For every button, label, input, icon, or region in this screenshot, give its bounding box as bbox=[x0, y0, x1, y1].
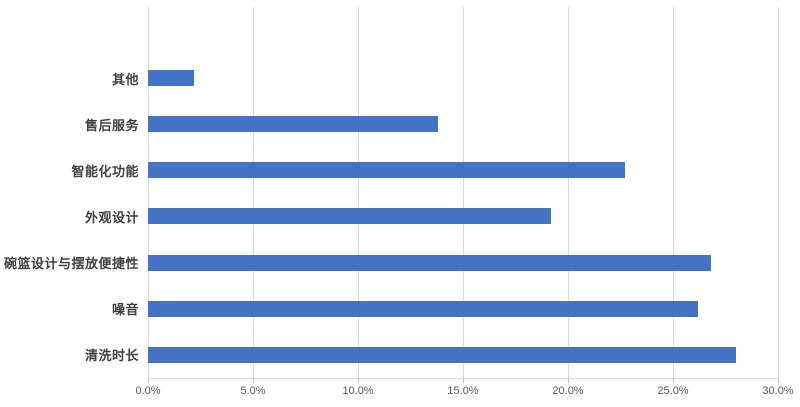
bar bbox=[148, 162, 625, 179]
x-axis-tick-label: 15.0% bbox=[447, 385, 479, 397]
x-axis-tick-label: 10.0% bbox=[342, 385, 374, 397]
gridline bbox=[778, 7, 779, 378]
gridline bbox=[568, 7, 569, 378]
x-axis-tick-label: 20.0% bbox=[552, 385, 584, 397]
bar bbox=[148, 254, 711, 271]
x-axis-tick-mark bbox=[253, 378, 254, 383]
plot-area: 其他售后服务智能化功能外观设计碗篮设计与摆放便捷性噪音清洗时长 bbox=[4, 7, 779, 378]
x-axis-tick-label: 0.0% bbox=[135, 385, 161, 397]
category-label: 智能化功能 bbox=[71, 163, 139, 179]
x-axis-tick-mark bbox=[463, 378, 464, 383]
bar-row: 噪音 bbox=[112, 286, 778, 332]
bar bbox=[148, 346, 736, 363]
x-axis-tick-mark bbox=[148, 378, 149, 383]
category-label: 外观设计 bbox=[84, 209, 139, 225]
gridline bbox=[253, 7, 254, 378]
gridline bbox=[358, 7, 359, 378]
x-axis-tick-labels: 0.0% 5.0% 10.0% 15.0% 20.0% 25.0% 30.0% bbox=[135, 385, 793, 401]
x-axis-tick-mark bbox=[778, 378, 779, 383]
x-axis-tick-mark bbox=[358, 378, 359, 383]
bar-rows: 其他售后服务智能化功能外观设计碗篮设计与摆放便捷性噪音清洗时长 bbox=[4, 55, 778, 378]
category-label: 其他 bbox=[111, 71, 139, 87]
bar-row: 售后服务 bbox=[85, 101, 778, 147]
x-axis-tick-mark bbox=[568, 378, 569, 383]
bar bbox=[148, 208, 552, 225]
bar bbox=[148, 300, 699, 317]
bar-row: 碗篮设计与摆放便捷性 bbox=[4, 240, 778, 286]
bar-row: 智能化功能 bbox=[71, 147, 778, 193]
bar-row: 其他 bbox=[112, 55, 778, 101]
category-label: 售后服务 bbox=[84, 117, 139, 133]
category-label: 噪音 bbox=[111, 302, 139, 318]
x-axis-tick-label: 30.0% bbox=[762, 385, 794, 397]
category-label: 清洗时长 bbox=[84, 348, 139, 364]
bar bbox=[148, 70, 195, 87]
gridline bbox=[148, 7, 149, 378]
bar-row: 外观设计 bbox=[85, 193, 778, 239]
x-axis-tick-label: 5.0% bbox=[240, 385, 266, 397]
bar bbox=[148, 116, 438, 133]
bar-row: 清洗时长 bbox=[85, 332, 778, 378]
x-axis-tick-label: 25.0% bbox=[657, 385, 689, 397]
x-axis-tick-mark bbox=[673, 378, 674, 383]
category-label: 碗篮设计与摆放便捷性 bbox=[3, 256, 139, 272]
gridline bbox=[673, 7, 674, 378]
gridline bbox=[463, 7, 464, 378]
